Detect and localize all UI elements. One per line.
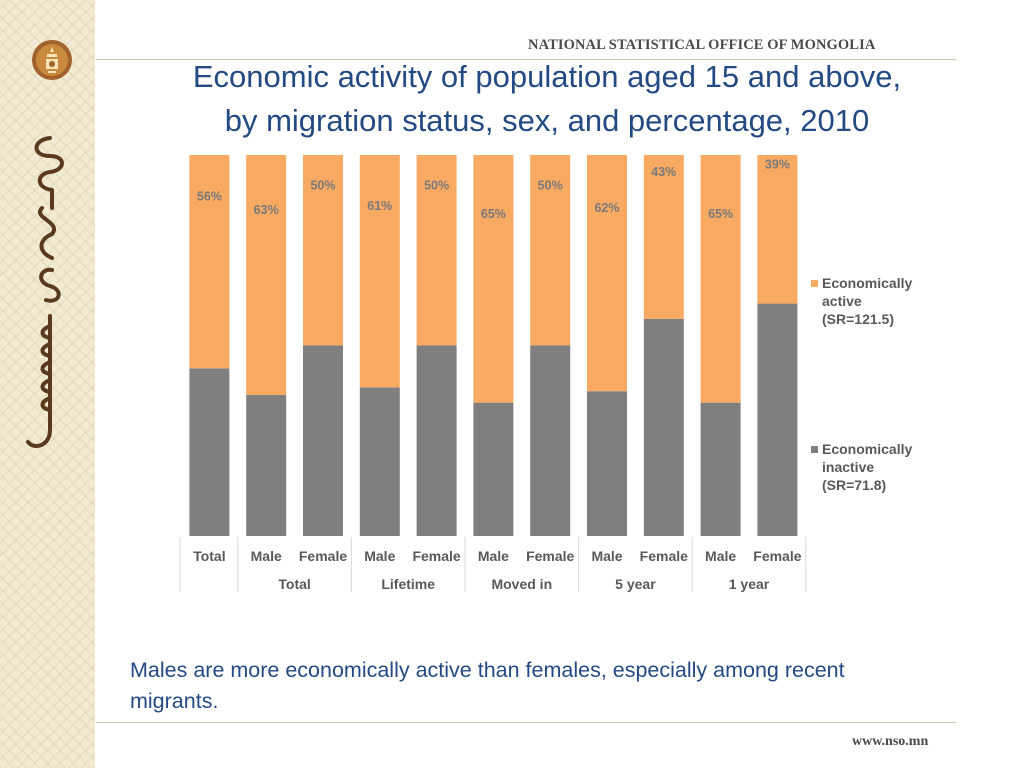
legend-label: Economically	[822, 441, 912, 457]
office-name: NATIONAL STATISTICAL OFFICE OF MONGOLIA	[528, 37, 876, 53]
bar-inactive	[359, 387, 400, 536]
bar-inactive	[303, 345, 343, 536]
bar-inactive	[246, 395, 287, 536]
bar-active	[246, 155, 287, 396]
bar-active	[530, 155, 571, 346]
legend-label: Economically	[822, 275, 912, 291]
legend-swatch	[811, 446, 818, 453]
title-line-1: Economic activity of population aged 15 …	[192, 59, 902, 94]
bar-inactive	[473, 402, 514, 536]
legend: Economically active (SR=121.5) Economically…	[811, 275, 912, 493]
group-label: Moved in	[491, 576, 552, 592]
mongolian-script-decoration	[26, 136, 64, 448]
value-label: 62%	[594, 201, 619, 215]
category-label: Female	[299, 548, 347, 564]
category-label: Total	[193, 548, 225, 564]
category-label: Male	[478, 548, 509, 564]
category-label: Male	[705, 548, 736, 564]
group-label: 1 year	[729, 576, 770, 592]
footer-rule	[96, 722, 956, 723]
legend-label: (SR=121.5)	[822, 311, 894, 327]
bar-active	[587, 155, 627, 392]
legend-label: (SR=71.8)	[822, 477, 886, 493]
bar-active	[359, 155, 400, 388]
legend-swatch	[811, 280, 818, 287]
bar-inactive	[643, 318, 684, 536]
bars-layer: 56% 63% 50% 61% 50% 65% 50% 62% 43% 65% 39%	[189, 155, 798, 536]
value-label: 50%	[538, 178, 563, 192]
category-label: Male	[251, 548, 282, 564]
group-label: Total	[278, 576, 310, 592]
category-label: Female	[753, 548, 801, 564]
value-label: 39%	[765, 157, 790, 171]
bar-inactive	[416, 345, 457, 536]
page-title: Economic activity of population aged 15 …	[130, 55, 964, 143]
legend-label: inactive	[822, 459, 874, 475]
category-label: Male	[364, 548, 395, 564]
legend-label: active	[822, 293, 862, 309]
category-axis: Total Male Female Male Female Male Female Male F…	[179, 537, 807, 592]
value-label: 61%	[367, 199, 392, 213]
value-label: 56%	[197, 190, 222, 204]
bar-active	[189, 155, 230, 369]
soyombo-emblem-icon	[32, 40, 72, 80]
website-link[interactable]: www.nso.mn	[852, 734, 929, 749]
value-label: 43%	[651, 165, 676, 179]
bar-inactive	[757, 303, 798, 536]
value-label: 63%	[254, 203, 279, 217]
bar-inactive	[587, 391, 627, 536]
bar-inactive	[700, 402, 741, 536]
title-line-2: by migration status, sex, and percentage…	[224, 103, 870, 138]
category-label: Female	[412, 548, 460, 564]
bar-active	[303, 155, 343, 346]
bar-active	[643, 155, 684, 319]
bar-active	[700, 155, 741, 403]
header-rule	[96, 59, 956, 60]
value-label: 50%	[310, 178, 335, 192]
value-label: 65%	[708, 207, 733, 221]
footnote: Males are more economically active than …	[130, 658, 845, 713]
group-label: Lifetime	[381, 576, 435, 592]
group-label: 5 year	[615, 576, 656, 592]
category-label: Female	[526, 548, 574, 564]
bar-active	[757, 155, 798, 304]
bar-active	[473, 155, 514, 403]
bar-inactive	[530, 345, 571, 536]
value-label: 50%	[424, 178, 449, 192]
category-label: Female	[640, 548, 688, 564]
side-decoration-panel	[0, 0, 95, 768]
value-label: 65%	[481, 207, 506, 221]
bar-active	[416, 155, 457, 346]
bar-inactive	[189, 368, 230, 536]
category-label: Male	[591, 548, 622, 564]
